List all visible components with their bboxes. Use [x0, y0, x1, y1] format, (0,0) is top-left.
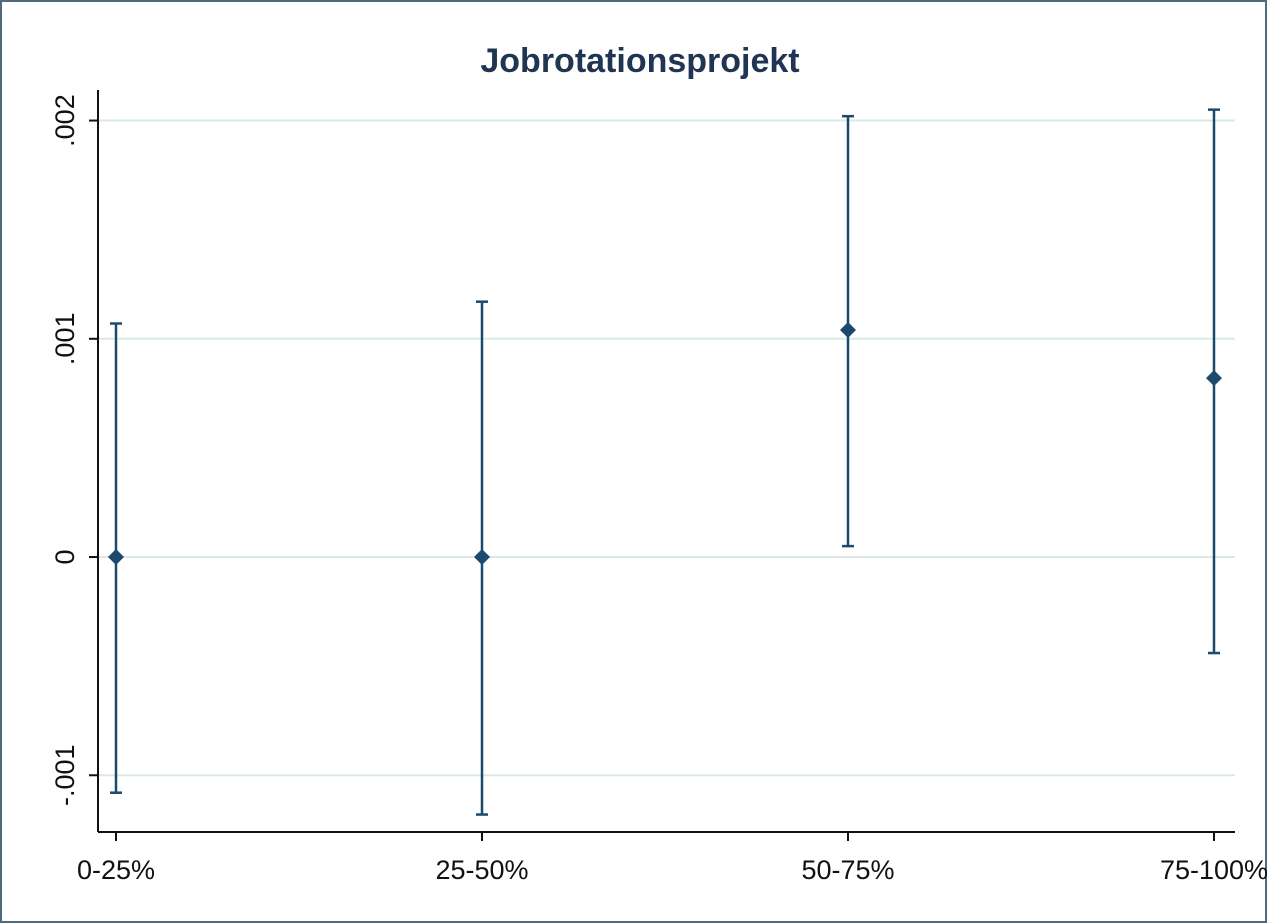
x-tick-label: 75-100%	[1160, 855, 1267, 885]
y-tick-label: 0	[50, 550, 80, 565]
y-tick-label: .002	[50, 94, 80, 147]
point-estimate-marker	[474, 549, 490, 566]
y-tick-label: -.001	[50, 744, 80, 806]
axes	[89, 90, 1235, 841]
x-tick-label: 25-50%	[435, 855, 528, 885]
chart-title: Jobrotationsprojekt	[480, 42, 799, 80]
y-tick-label: .001	[50, 313, 80, 366]
x-tick-labels: 0-25% 25-50% 50-75% 75-100%	[77, 855, 1267, 885]
point-estimate-marker	[840, 322, 856, 339]
grid-lines	[98, 119, 1235, 777]
point-estimate-marker	[1206, 370, 1222, 387]
series-points	[108, 108, 1222, 816]
x-tick-label: 0-25%	[77, 855, 155, 885]
y-tick-labels: -.001 0 .001 .002	[50, 94, 80, 806]
point-estimate-marker	[108, 549, 124, 566]
x-tick-label: 50-75%	[801, 855, 894, 885]
